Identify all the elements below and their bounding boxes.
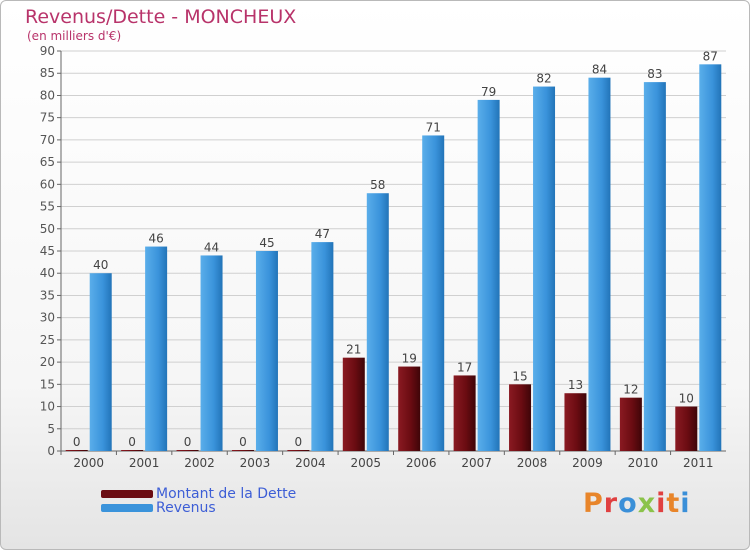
- data-label-revenue: 83: [647, 67, 662, 81]
- bar-revenue: [643, 82, 666, 451]
- x-tick-label: 2010: [628, 456, 659, 470]
- grid-lines: [61, 50, 726, 430]
- bars: [65, 64, 722, 452]
- y-tick-label: 85: [40, 66, 55, 80]
- data-label-debt: 12: [623, 383, 638, 397]
- bar-debt: [176, 450, 199, 451]
- x-tick-label: 2007: [461, 456, 492, 470]
- data-label-debt: 17: [457, 360, 472, 374]
- x-tick-label: 2004: [295, 456, 326, 470]
- legend-item-debt: Montant de la Dette: [101, 486, 361, 502]
- axes: [57, 50, 726, 455]
- data-label-debt: 0: [184, 435, 192, 449]
- bar-debt: [121, 450, 144, 451]
- data-label-revenue: 45: [259, 236, 274, 250]
- data-label-revenue: 82: [536, 72, 551, 86]
- bar-debt: [675, 406, 698, 451]
- data-label-debt: 0: [239, 435, 247, 449]
- bar-revenue: [588, 77, 611, 452]
- y-tick-label: 35: [40, 288, 55, 302]
- x-tick-label: 2005: [351, 456, 382, 470]
- y-tick-label: 5: [47, 422, 55, 436]
- y-tick-label: 25: [40, 333, 55, 347]
- data-label-revenue: 46: [148, 232, 163, 246]
- bar-debt: [619, 397, 642, 451]
- y-tick-label: 65: [40, 155, 55, 169]
- legend-swatch-revenue: [101, 504, 153, 512]
- bar-debt: [231, 450, 254, 451]
- bar-revenue: [311, 242, 334, 451]
- y-tick-label: 45: [40, 244, 55, 258]
- data-label-revenue: 71: [426, 120, 441, 134]
- y-tick-label: 40: [40, 266, 55, 280]
- data-label-revenue: 47: [315, 227, 330, 241]
- x-tick-label: 2008: [517, 456, 548, 470]
- x-tick-label: 2006: [406, 456, 437, 470]
- proxiti-logo: Proxiti: [583, 488, 691, 519]
- data-label-debt: 21: [346, 343, 361, 357]
- bar-revenue: [366, 193, 389, 451]
- data-label-debt: 0: [73, 435, 81, 449]
- x-tick-label: 2011: [683, 456, 714, 470]
- y-tick-label: 80: [40, 88, 55, 102]
- legend-item-revenue: Revenus: [101, 500, 361, 516]
- bar-debt: [564, 393, 587, 451]
- bar-revenue: [699, 64, 722, 452]
- bar-revenue: [200, 255, 223, 451]
- y-tick-label: 10: [40, 400, 55, 414]
- data-label-debt: 10: [679, 392, 694, 406]
- data-label-revenue: 84: [592, 63, 607, 77]
- x-tick-label: 2009: [572, 456, 603, 470]
- bar-revenue: [89, 273, 112, 451]
- bar-debt: [509, 384, 532, 451]
- data-label-revenue: 87: [703, 49, 718, 63]
- bar-revenue: [533, 86, 556, 452]
- bar-debt: [287, 450, 310, 451]
- chart-title: Revenus/Dette - MONCHEUX: [25, 6, 297, 28]
- bar-debt: [398, 366, 421, 451]
- data-label-debt: 0: [128, 435, 136, 449]
- data-label-revenue: 44: [204, 240, 219, 254]
- chart-subtitle: (en milliers d'€): [27, 29, 122, 43]
- data-label-debt: 0: [295, 435, 303, 449]
- x-tick-label: 2003: [240, 456, 271, 470]
- y-tick-label: 55: [40, 200, 55, 214]
- y-tick-label: 90: [40, 44, 55, 58]
- bar-revenue: [422, 135, 445, 451]
- legend: Montant de la Dette Revenus: [101, 486, 361, 516]
- data-label-revenue: 40: [93, 258, 108, 272]
- data-label-debt: 15: [512, 369, 527, 383]
- bar-debt: [65, 450, 88, 451]
- bar-revenue: [145, 246, 168, 451]
- data-label-revenue: 79: [481, 85, 496, 99]
- data-label-revenue: 58: [370, 178, 385, 192]
- y-tick-label: 75: [40, 111, 55, 125]
- y-tick-label: 70: [40, 133, 55, 147]
- y-tick-label: 60: [40, 177, 55, 191]
- bar-revenue: [477, 99, 500, 451]
- x-tick-label: 2002: [184, 456, 215, 470]
- legend-label-debt: Montant de la Dette: [156, 486, 297, 502]
- y-tick-label: 30: [40, 311, 55, 325]
- data-label-debt: 13: [568, 378, 583, 392]
- y-tick-label: 0: [47, 444, 55, 458]
- legend-label-revenue: Revenus: [156, 500, 216, 516]
- labels: 0 5 10 15 20 25 30 35 40 45 50 55 60 65 70 75 80 85 90 2000…: [40, 44, 718, 470]
- y-tick-label: 50: [40, 222, 55, 236]
- bar-debt: [453, 375, 476, 451]
- bar-debt: [342, 357, 365, 451]
- y-tick-label: 20: [40, 355, 55, 369]
- legend-swatch-debt: [101, 490, 153, 498]
- x-tick-label: 2000: [73, 456, 104, 470]
- x-tick-label: 2001: [129, 456, 160, 470]
- data-label-debt: 19: [402, 352, 417, 366]
- bar-revenue: [255, 251, 278, 451]
- y-tick-label: 15: [40, 377, 55, 391]
